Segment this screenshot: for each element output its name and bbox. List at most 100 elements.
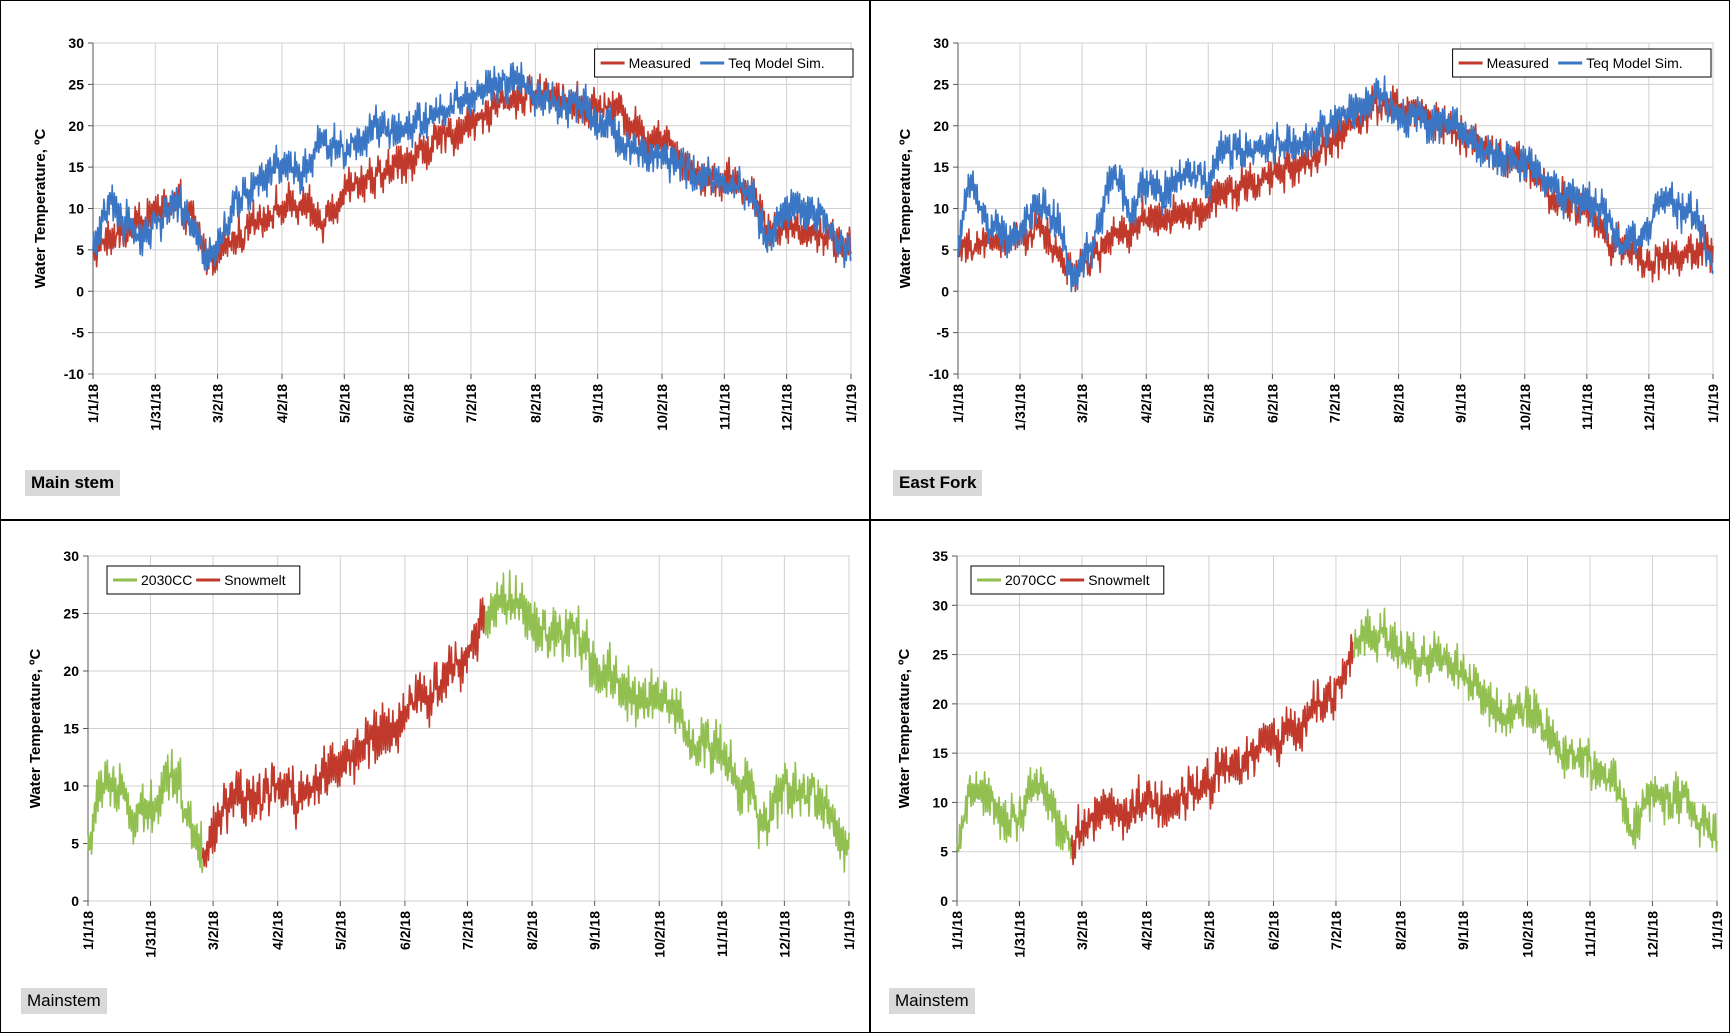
x-tick-label: 11/1/18 bbox=[716, 384, 732, 430]
x-tick-label: 1/1/19 bbox=[1709, 911, 1725, 950]
y-tick-label: 25 bbox=[932, 647, 948, 663]
x-tick-label: 9/1/18 bbox=[1455, 911, 1471, 950]
panel-label: East Fork bbox=[893, 470, 983, 496]
series-line bbox=[201, 597, 485, 868]
legend-label: Teq Model Sim. bbox=[1586, 55, 1682, 71]
series-line bbox=[1351, 607, 1718, 853]
series-line bbox=[956, 766, 1073, 860]
x-tick-label: 1/1/19 bbox=[841, 911, 857, 950]
chart-panel: -10 -5 0 5 10 15 20 25 30 1/1/18 1/31/18 3/2/18 4/2/… bbox=[870, 0, 1730, 520]
x-tick-label: 11/1/18 bbox=[1582, 911, 1598, 957]
y-tick-label: 15 bbox=[933, 159, 949, 175]
x-tick-label: 10/2/18 bbox=[654, 384, 670, 431]
y-tick-label: 25 bbox=[63, 606, 79, 622]
x-tick-label: 4/2/18 bbox=[1138, 911, 1154, 950]
panel-label: Mainstem bbox=[21, 988, 107, 1014]
y-tick-label: 30 bbox=[68, 35, 84, 51]
x-tick-label: 10/2/18 bbox=[651, 911, 667, 958]
x-tick-label: 3/2/18 bbox=[210, 384, 226, 423]
x-tick-label: 1/31/18 bbox=[1012, 384, 1028, 431]
x-tick-label: 1/1/18 bbox=[80, 911, 96, 950]
x-tick-label: 11/1/18 bbox=[714, 911, 730, 957]
x-tick-label: 3/2/18 bbox=[1074, 384, 1090, 423]
x-tick-label: 10/2/18 bbox=[1520, 911, 1536, 958]
chart-panel: -10 -5 0 5 10 15 20 25 30 1/1/18 1/31/18 3/2/18 4/2/… bbox=[0, 0, 870, 520]
y-tick-label: 15 bbox=[68, 159, 84, 175]
x-tick-label: 8/2/18 bbox=[1393, 911, 1409, 950]
y-tick-label: 10 bbox=[932, 794, 948, 810]
y-tick-label: -10 bbox=[929, 366, 949, 382]
legend-label: 2030CC bbox=[141, 572, 192, 588]
x-tick-label: 5/2/18 bbox=[1200, 384, 1216, 423]
chart-panel: 0 5 10 15 20 25 30 1/1/18 1/31/18 3/2/18 4/2/18 5/2… bbox=[0, 520, 870, 1033]
series-line bbox=[957, 75, 1714, 293]
panel-label: Main stem bbox=[25, 470, 121, 496]
y-tick-label: -5 bbox=[937, 325, 950, 341]
x-tick-label: 7/2/18 bbox=[463, 384, 479, 423]
chart-panel: 0 5 10 15 20 25 30 35 1/1/18 1/31/18 3/2/18 4/2/18 5… bbox=[870, 520, 1730, 1033]
series-line bbox=[1070, 633, 1354, 866]
series-line bbox=[92, 61, 852, 272]
chart-svg: -10 -5 0 5 10 15 20 25 30 1/1/18 1/31/18 3/2/18 4/2/… bbox=[897, 35, 1721, 431]
x-tick-label: 1/1/19 bbox=[843, 384, 859, 423]
x-tick-label: 12/1/18 bbox=[1641, 384, 1657, 431]
y-axis-label: Water Temperature, ºC bbox=[27, 648, 44, 808]
x-tick-label: 7/2/18 bbox=[1326, 384, 1342, 423]
legend: 2070CC Snowmelt bbox=[970, 565, 1165, 595]
y-tick-label: 20 bbox=[933, 118, 949, 134]
legend-label: 2070CC bbox=[1005, 572, 1056, 588]
x-tick-label: 12/1/18 bbox=[779, 384, 795, 431]
x-tick-label: 1/1/18 bbox=[950, 384, 966, 423]
x-tick-label: 4/2/18 bbox=[270, 911, 286, 950]
x-tick-label: 1/31/18 bbox=[143, 911, 159, 958]
panel-label: Mainstem bbox=[889, 988, 975, 1014]
y-tick-label: 10 bbox=[63, 778, 79, 794]
x-tick-label: 7/2/18 bbox=[1328, 911, 1344, 950]
y-tick-label: 30 bbox=[63, 548, 79, 564]
y-tick-label: 0 bbox=[941, 283, 949, 299]
y-tick-label: 30 bbox=[933, 35, 949, 51]
x-tick-label: 9/1/18 bbox=[590, 384, 606, 423]
x-tick-label: 1/1/18 bbox=[949, 911, 965, 950]
y-tick-label: 5 bbox=[941, 242, 949, 258]
y-tick-label: 5 bbox=[71, 836, 79, 852]
x-tick-label: 8/2/18 bbox=[527, 384, 543, 423]
y-tick-label: 5 bbox=[940, 844, 948, 860]
y-tick-label: 0 bbox=[71, 893, 79, 909]
y-axis-label: Water Temperature, ºC bbox=[896, 648, 913, 808]
x-tick-label: 6/2/18 bbox=[397, 911, 413, 950]
legend-label: Snowmelt bbox=[1088, 572, 1150, 588]
y-tick-label: 10 bbox=[68, 201, 84, 217]
x-tick-label: 5/2/18 bbox=[1201, 911, 1217, 950]
legend-label: Measured bbox=[629, 55, 691, 71]
x-tick-label: 7/2/18 bbox=[459, 911, 475, 950]
x-tick-label: 9/1/18 bbox=[587, 911, 603, 950]
x-tick-label: 3/2/18 bbox=[1074, 911, 1090, 950]
x-tick-label: 8/2/18 bbox=[1391, 384, 1407, 423]
x-tick-label: 6/2/18 bbox=[401, 384, 417, 423]
x-tick-label: 5/2/18 bbox=[332, 911, 348, 950]
chart-svg: 0 5 10 15 20 25 30 35 1/1/18 1/31/18 3/2/18 4/2/18 5… bbox=[896, 548, 1725, 958]
chart-svg: 0 5 10 15 20 25 30 1/1/18 1/31/18 3/2/18 4/2/18 5/2… bbox=[27, 548, 857, 958]
y-tick-label: 25 bbox=[68, 76, 84, 92]
x-tick-label: 12/1/18 bbox=[776, 911, 792, 958]
y-axis-label: Water Temperature, ºC bbox=[32, 128, 49, 288]
series-line bbox=[92, 73, 852, 276]
y-tick-label: 20 bbox=[63, 663, 79, 679]
y-tick-label: 0 bbox=[76, 283, 84, 299]
y-tick-label: 5 bbox=[76, 242, 84, 258]
legend-label: Measured bbox=[1487, 55, 1549, 71]
legend-label: Teq Model Sim. bbox=[728, 55, 824, 71]
x-tick-label: 4/2/18 bbox=[1138, 384, 1154, 423]
y-axis-label: Water Temperature, ºC bbox=[897, 128, 914, 288]
x-tick-label: 6/2/18 bbox=[1265, 911, 1281, 950]
x-tick-label: 4/2/18 bbox=[274, 384, 290, 423]
y-tick-label: -10 bbox=[64, 366, 84, 382]
y-tick-label: 20 bbox=[932, 696, 948, 712]
y-tick-label: 20 bbox=[68, 118, 84, 134]
y-tick-label: 10 bbox=[933, 201, 949, 217]
x-tick-label: 1/31/18 bbox=[1011, 911, 1027, 958]
y-tick-label: 15 bbox=[63, 721, 79, 737]
series-line bbox=[87, 748, 204, 874]
